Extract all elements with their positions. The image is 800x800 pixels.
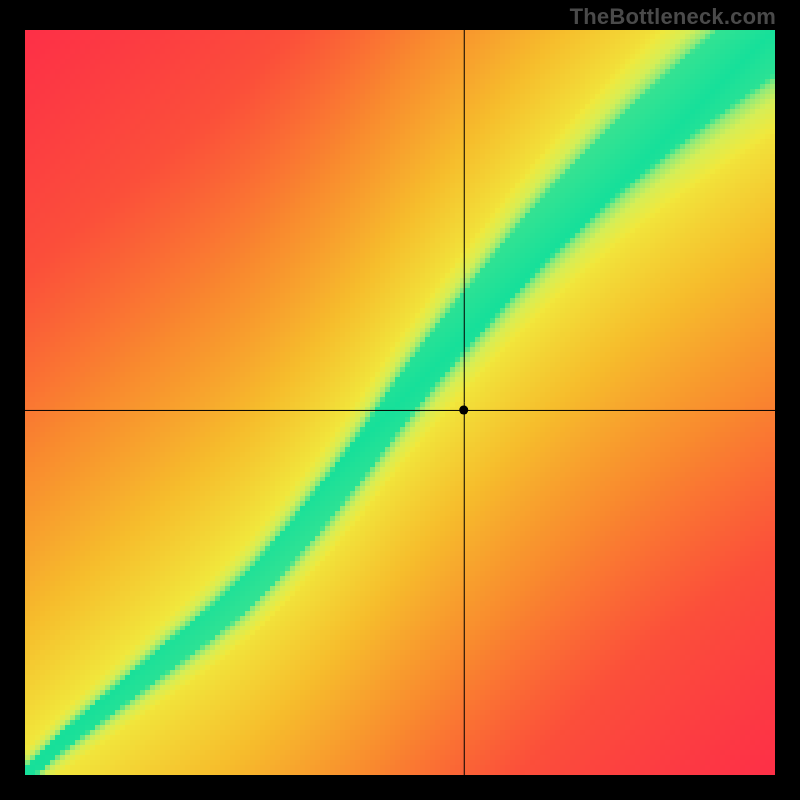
watermark-text: TheBottleneck.com (570, 4, 776, 30)
bottleneck-heatmap (25, 30, 775, 775)
chart-container: TheBottleneck.com (0, 0, 800, 800)
